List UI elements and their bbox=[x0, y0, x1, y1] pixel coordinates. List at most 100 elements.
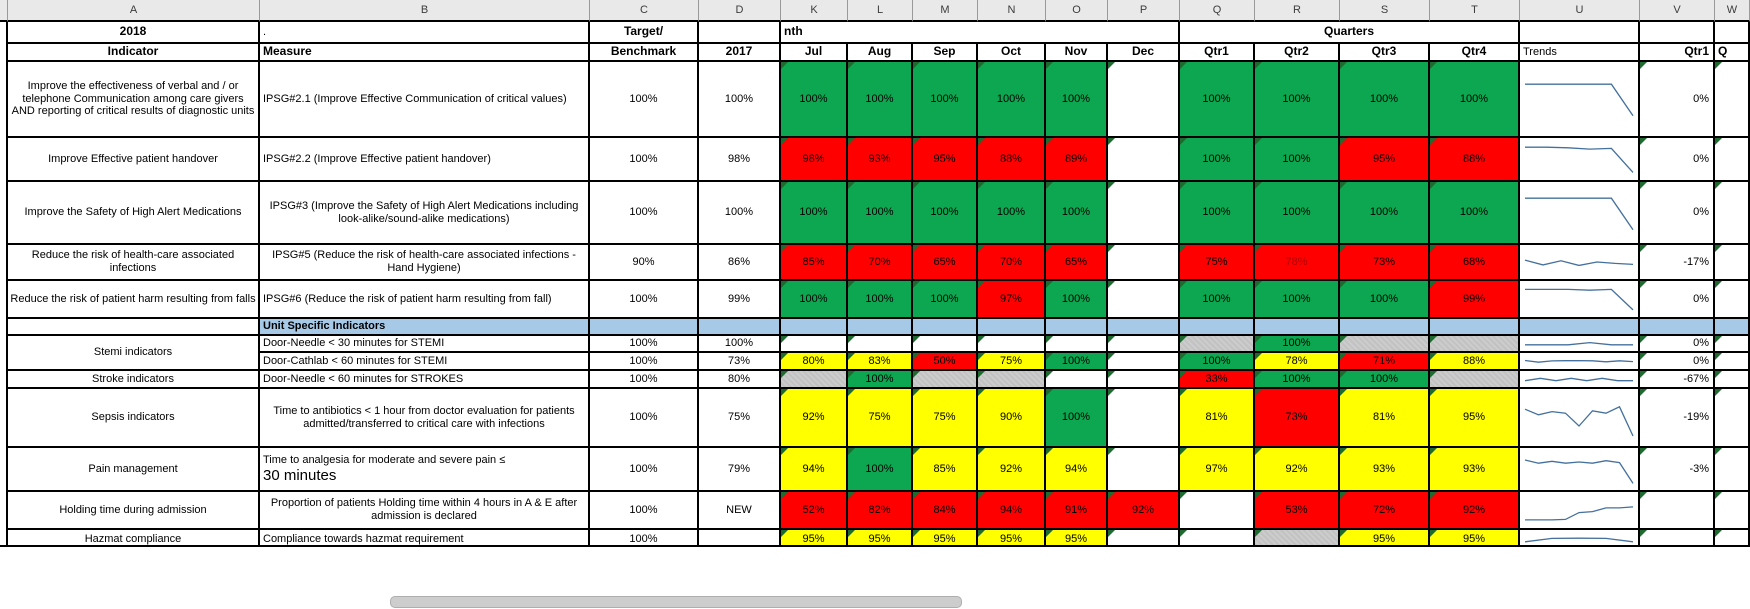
indicator-header[interactable]: Indicator bbox=[8, 44, 260, 62]
cmp-value-cell[interactable]: 0% bbox=[1640, 353, 1715, 371]
cmp-value-cell[interactable]: -67% bbox=[1640, 371, 1715, 389]
overflow-cell[interactable] bbox=[1715, 353, 1750, 371]
column-header-W[interactable]: W bbox=[1715, 0, 1750, 22]
measure-cell[interactable]: Door-Needle < 60 minutes for STROKES bbox=[260, 371, 590, 389]
prev-year-cell[interactable]: 100% bbox=[699, 62, 781, 138]
section-cell[interactable] bbox=[1520, 319, 1640, 336]
quarter-value-cell[interactable]: 78% bbox=[1255, 353, 1340, 371]
month-value-cell[interactable]: 100% bbox=[848, 182, 913, 245]
trend-cell[interactable] bbox=[1520, 492, 1640, 530]
month-value-cell[interactable]: 100% bbox=[978, 62, 1046, 138]
indicator-cell[interactable]: Sepsis indicators bbox=[8, 389, 260, 448]
overflow-cell[interactable] bbox=[1715, 182, 1750, 245]
month-value-cell[interactable]: 95% bbox=[781, 530, 848, 545]
section-cell[interactable] bbox=[1046, 319, 1108, 336]
month-value-cell[interactable] bbox=[1108, 336, 1180, 353]
quarter-value-cell[interactable]: 100% bbox=[1255, 371, 1340, 389]
quarter-header-qtr2[interactable]: Qtr2 bbox=[1255, 44, 1340, 62]
month-value-cell[interactable]: 83% bbox=[848, 353, 913, 371]
column-header-B[interactable]: B bbox=[260, 0, 590, 22]
target-cell[interactable]: 100% bbox=[590, 336, 699, 353]
month-header-dec[interactable]: Dec bbox=[1108, 44, 1180, 62]
cmp-value-cell[interactable]: 0% bbox=[1640, 336, 1715, 353]
month-value-cell[interactable] bbox=[1108, 138, 1180, 182]
section-cell[interactable] bbox=[978, 319, 1046, 336]
month-value-cell[interactable]: 65% bbox=[1046, 245, 1108, 281]
column-header-S[interactable]: S bbox=[1340, 0, 1430, 22]
quarter-value-cell[interactable]: 72% bbox=[1340, 492, 1430, 530]
month-value-cell[interactable]: 100% bbox=[781, 281, 848, 319]
month-header-nov[interactable]: Nov bbox=[1046, 44, 1108, 62]
overflow-cell[interactable] bbox=[1715, 389, 1750, 448]
month-value-cell[interactable]: 92% bbox=[1108, 492, 1180, 530]
section-cell[interactable] bbox=[1640, 319, 1715, 336]
overflow-cell[interactable] bbox=[1715, 245, 1750, 281]
month-value-cell[interactable]: 100% bbox=[848, 371, 913, 389]
month-value-cell[interactable] bbox=[1108, 353, 1180, 371]
month-value-cell[interactable] bbox=[1046, 371, 1108, 389]
section-cell[interactable] bbox=[590, 319, 699, 336]
month-value-cell[interactable] bbox=[1108, 62, 1180, 138]
measure-cell[interactable]: Time to analgesia for moderate and sever… bbox=[260, 448, 590, 492]
column-header-N[interactable]: N bbox=[978, 0, 1046, 22]
overflow-cell[interactable] bbox=[1715, 492, 1750, 530]
month-value-cell[interactable]: 92% bbox=[781, 389, 848, 448]
measure-cell[interactable]: Time to antibiotics < 1 hour from doctor… bbox=[260, 389, 590, 448]
section-indicator-cell[interactable] bbox=[8, 319, 260, 336]
quarter-value-cell[interactable]: 71% bbox=[1340, 353, 1430, 371]
month-value-cell[interactable]: 100% bbox=[848, 281, 913, 319]
month-value-cell[interactable]: 100% bbox=[1046, 353, 1108, 371]
trend-cell[interactable] bbox=[1520, 448, 1640, 492]
trend-cell[interactable] bbox=[1520, 281, 1640, 319]
trend-cell[interactable] bbox=[1520, 530, 1640, 545]
quarter-value-cell[interactable]: 100% bbox=[1430, 182, 1520, 245]
section-cell[interactable] bbox=[1430, 319, 1520, 336]
target-cell[interactable]: 100% bbox=[590, 62, 699, 138]
overflow-cell[interactable] bbox=[1715, 530, 1750, 545]
month-value-cell[interactable] bbox=[1046, 336, 1108, 353]
indicator-cell[interactable]: Stroke indicators bbox=[8, 371, 260, 389]
indicator-cell[interactable]: Holding time during admission bbox=[8, 492, 260, 530]
trend-cell[interactable] bbox=[1520, 138, 1640, 182]
month-value-cell[interactable]: 90% bbox=[978, 389, 1046, 448]
month-value-cell[interactable]: 100% bbox=[913, 62, 978, 138]
cmp-value-cell[interactable]: -19% bbox=[1640, 389, 1715, 448]
month-value-cell[interactable]: 82% bbox=[848, 492, 913, 530]
quarter-header-qtr3[interactable]: Qtr3 bbox=[1340, 44, 1430, 62]
target-cell[interactable]: 100% bbox=[590, 353, 699, 371]
prev-year-cell[interactable]: NEW bbox=[699, 492, 781, 530]
month-value-cell[interactable]: 98% bbox=[781, 138, 848, 182]
cmp-value-cell[interactable]: -17% bbox=[1640, 245, 1715, 281]
prev-year-cell[interactable]: 80% bbox=[699, 371, 781, 389]
target-cell[interactable]: 90% bbox=[590, 245, 699, 281]
month-value-cell[interactable] bbox=[1108, 389, 1180, 448]
cmp-value-cell[interactable]: 0% bbox=[1640, 138, 1715, 182]
overflow-cell[interactable] bbox=[1715, 336, 1750, 353]
quarter-value-cell[interactable] bbox=[1180, 492, 1255, 530]
measure-cell[interactable]: Compliance towards hazmat requirement bbox=[260, 530, 590, 545]
quarter-value-cell[interactable]: 95% bbox=[1340, 530, 1430, 545]
quarter-value-cell[interactable]: 88% bbox=[1430, 138, 1520, 182]
cmp-value-cell[interactable]: -3% bbox=[1640, 448, 1715, 492]
month-value-cell[interactable]: 100% bbox=[1046, 281, 1108, 319]
section-cell[interactable] bbox=[699, 319, 781, 336]
column-header-P[interactable]: P bbox=[1108, 0, 1180, 22]
quarter-value-cell[interactable]: 100% bbox=[1180, 182, 1255, 245]
month-value-cell[interactable]: 89% bbox=[1046, 138, 1108, 182]
prev-year-cell[interactable]: 75% bbox=[699, 389, 781, 448]
month-value-cell[interactable]: 70% bbox=[978, 245, 1046, 281]
measure-cell[interactable]: IPSG#3 (Improve the Safety of High Alert… bbox=[260, 182, 590, 245]
quarter-value-cell[interactable]: 100% bbox=[1180, 138, 1255, 182]
measure-cell[interactable]: Door-Cathlab < 60 minutes for STEMI bbox=[260, 353, 590, 371]
quarter-value-cell[interactable] bbox=[1180, 530, 1255, 545]
target-cell[interactable]: 100% bbox=[590, 492, 699, 530]
month-header-jul[interactable]: Jul bbox=[781, 44, 848, 62]
month-value-cell[interactable]: 94% bbox=[781, 448, 848, 492]
quarter-value-cell[interactable]: 95% bbox=[1430, 530, 1520, 545]
month-value-cell[interactable]: 50% bbox=[913, 353, 978, 371]
column-header-D[interactable]: D bbox=[699, 0, 781, 22]
trend-cell[interactable] bbox=[1520, 245, 1640, 281]
trend-cell[interactable] bbox=[1520, 182, 1640, 245]
prev-year-cell[interactable]: 79% bbox=[699, 448, 781, 492]
cmp-value-cell[interactable] bbox=[1640, 530, 1715, 545]
